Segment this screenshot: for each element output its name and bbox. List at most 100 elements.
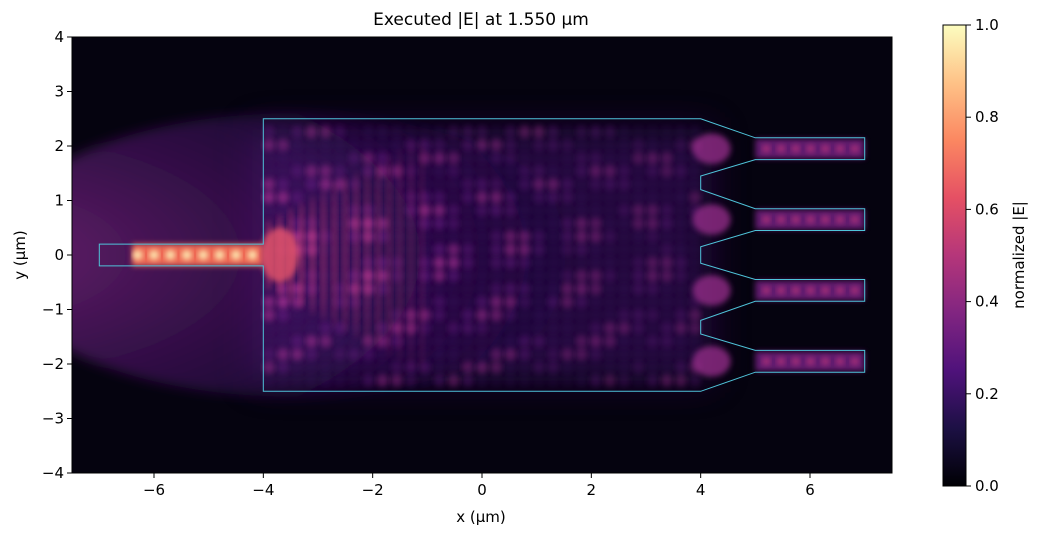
field-speckle [518, 177, 531, 191]
field-speckle [575, 295, 588, 309]
field-speckle [291, 334, 304, 348]
field-speckle [532, 347, 545, 361]
field-speckle [362, 125, 375, 139]
field-fringe [298, 201, 305, 309]
field-speckle [518, 347, 531, 361]
field-speckle [674, 295, 688, 309]
field-fringe [309, 195, 316, 315]
field-speckle [447, 269, 460, 283]
field-fringe [352, 171, 360, 339]
field-speckle [475, 282, 489, 296]
field-speckle [532, 282, 545, 296]
field-speckle [674, 138, 688, 152]
field-speckle [461, 295, 474, 309]
field-speckle [646, 138, 659, 152]
structure-outline [98, 118, 866, 392]
field-speckle [575, 243, 588, 257]
field-speckle [447, 321, 460, 335]
field-speckle [532, 295, 545, 309]
field-speckle [618, 229, 631, 244]
field-speckle [575, 216, 588, 230]
input-mode-peak [181, 250, 192, 260]
field-fringe [342, 177, 349, 333]
field-speckle [603, 282, 616, 296]
field-speckle [390, 125, 403, 139]
output-entry-hotspot [692, 133, 731, 164]
field-speckle [262, 190, 275, 204]
field-speckle [646, 216, 659, 230]
output-mode-peak [836, 144, 845, 153]
field-speckle [447, 295, 460, 309]
field-speckle [348, 360, 361, 374]
output-mode-peak [806, 286, 815, 295]
field-speckle [660, 216, 673, 230]
field-speckle [390, 373, 403, 387]
field-speckle [518, 125, 531, 139]
field-speckle [433, 321, 446, 335]
field-speckle [646, 308, 659, 322]
field-speckle [518, 334, 531, 348]
field-speckle [632, 125, 645, 139]
field-speckle [475, 177, 489, 191]
field-speckle [646, 269, 659, 283]
field-speckle [547, 125, 560, 139]
field-speckle [547, 138, 560, 152]
field-speckle [603, 256, 616, 270]
field-speckle [447, 334, 460, 348]
y-tick-label: −1 [42, 301, 64, 319]
field-speckle [575, 229, 588, 244]
field-speckle [674, 282, 688, 296]
field-speckle [674, 164, 688, 178]
field-speckle [575, 308, 588, 322]
field-speckle [490, 373, 503, 387]
field-speckle [333, 125, 346, 139]
y-axis-label: y (µm) [11, 230, 29, 280]
field-speckle [561, 308, 574, 322]
field-speckle [291, 321, 304, 335]
field-speckle [262, 360, 275, 374]
field-speckle [461, 321, 474, 335]
output-mode-peak [762, 286, 771, 295]
field-speckle [433, 334, 446, 348]
field-speckle [589, 229, 602, 244]
field-speckle [461, 243, 474, 257]
field-speckle [561, 229, 574, 244]
field-speckle [589, 216, 602, 230]
field-speckle [575, 347, 588, 361]
field-speckle [461, 373, 474, 387]
field-speckle [660, 347, 673, 361]
field-speckle [333, 334, 346, 348]
field-speckle [547, 308, 560, 322]
field-speckle [447, 203, 460, 217]
field-speckle [348, 151, 361, 165]
field-speckle [589, 138, 602, 152]
field-speckle [404, 373, 417, 387]
field-speckle [603, 269, 616, 283]
field-speckle [262, 373, 275, 387]
field-speckle [532, 164, 545, 178]
field-speckle [561, 125, 574, 139]
field-speckle [674, 203, 688, 217]
field-speckle [660, 269, 673, 283]
y-axis: −4 −3 −2 −1 0 1 2 3 4 [42, 28, 72, 482]
field-speckle [504, 269, 517, 283]
field-speckle [674, 321, 688, 335]
field-speckle [603, 373, 616, 387]
field-speckle [689, 321, 702, 335]
field-speckle [475, 334, 489, 348]
field-speckle [618, 334, 631, 348]
field-speckle [504, 373, 517, 387]
x-tick-label: −6 [143, 481, 165, 499]
field-speckle [618, 256, 631, 270]
field-speckle [461, 229, 474, 244]
field-speckle [561, 138, 574, 152]
field-speckle [589, 190, 602, 204]
field-speckle [461, 151, 474, 165]
field-speckle [490, 164, 503, 178]
field-speckle [518, 164, 531, 178]
field-speckle [674, 360, 688, 374]
field-speckle [333, 151, 346, 165]
field-speckle [305, 138, 318, 152]
field-speckle [561, 321, 574, 335]
